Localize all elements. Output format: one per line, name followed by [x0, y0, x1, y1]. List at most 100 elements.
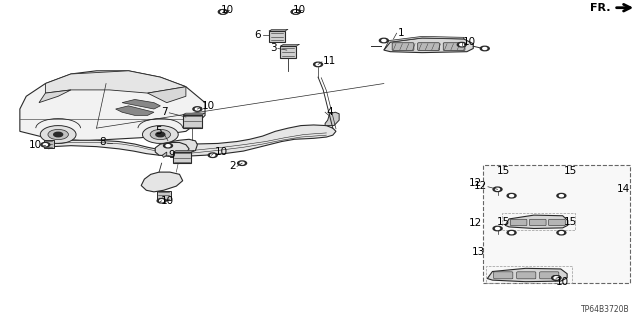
Text: 12: 12: [474, 181, 487, 191]
Text: 6: 6: [255, 30, 261, 40]
Text: 11: 11: [323, 56, 336, 66]
Circle shape: [557, 230, 566, 235]
FancyBboxPatch shape: [529, 219, 546, 226]
Text: 15: 15: [497, 217, 510, 227]
Polygon shape: [163, 152, 167, 157]
FancyBboxPatch shape: [269, 31, 285, 42]
Text: 7: 7: [161, 107, 168, 117]
Polygon shape: [170, 139, 197, 153]
Circle shape: [507, 230, 516, 235]
FancyBboxPatch shape: [44, 140, 54, 148]
Text: 12: 12: [469, 218, 482, 228]
FancyBboxPatch shape: [548, 219, 565, 226]
Polygon shape: [49, 140, 179, 156]
Text: 10: 10: [215, 147, 228, 157]
Polygon shape: [325, 112, 339, 125]
Circle shape: [150, 129, 171, 140]
Circle shape: [291, 10, 300, 14]
Text: 3: 3: [270, 44, 276, 53]
FancyBboxPatch shape: [540, 272, 559, 279]
Text: FR.: FR.: [590, 3, 611, 13]
FancyBboxPatch shape: [392, 43, 414, 50]
Text: 15: 15: [497, 166, 510, 176]
Circle shape: [240, 162, 244, 164]
Circle shape: [380, 38, 388, 43]
Polygon shape: [487, 268, 567, 282]
Bar: [486, 266, 572, 283]
Circle shape: [221, 11, 225, 13]
Polygon shape: [156, 142, 189, 156]
Text: 15: 15: [564, 217, 577, 227]
Text: 10: 10: [556, 277, 570, 287]
Circle shape: [554, 277, 558, 279]
Circle shape: [291, 10, 300, 14]
Text: 10: 10: [293, 4, 307, 15]
Circle shape: [157, 198, 166, 203]
Bar: [502, 212, 575, 230]
Circle shape: [495, 188, 500, 190]
Text: 9: 9: [169, 150, 175, 160]
Circle shape: [218, 10, 227, 14]
Polygon shape: [116, 106, 154, 116]
Circle shape: [559, 195, 563, 197]
Circle shape: [483, 47, 487, 50]
Polygon shape: [148, 87, 186, 103]
Text: 12: 12: [469, 178, 482, 188]
Polygon shape: [20, 71, 205, 141]
Polygon shape: [45, 71, 186, 93]
Circle shape: [237, 161, 246, 165]
FancyBboxPatch shape: [182, 115, 202, 128]
Circle shape: [48, 129, 68, 140]
Text: TP64B3720B: TP64B3720B: [581, 305, 630, 314]
Circle shape: [218, 10, 227, 14]
Bar: [483, 165, 630, 283]
Polygon shape: [384, 36, 464, 50]
Polygon shape: [173, 150, 194, 152]
Text: 1: 1: [398, 28, 404, 37]
Circle shape: [164, 143, 173, 148]
Circle shape: [41, 142, 50, 147]
Circle shape: [495, 228, 500, 229]
Text: 10: 10: [221, 4, 234, 15]
Circle shape: [552, 276, 561, 280]
Circle shape: [458, 43, 467, 47]
Text: 15: 15: [564, 166, 577, 176]
Circle shape: [493, 226, 502, 231]
Circle shape: [40, 125, 76, 143]
FancyBboxPatch shape: [516, 272, 536, 279]
Circle shape: [156, 132, 165, 137]
Circle shape: [316, 63, 320, 65]
Text: 10: 10: [202, 101, 215, 111]
Polygon shape: [39, 90, 71, 103]
Polygon shape: [280, 44, 300, 46]
Polygon shape: [122, 100, 161, 109]
Polygon shape: [505, 215, 568, 228]
Circle shape: [552, 276, 561, 280]
Circle shape: [54, 132, 63, 137]
Polygon shape: [141, 172, 182, 192]
Text: 8: 8: [99, 138, 106, 148]
Polygon shape: [269, 29, 288, 31]
Circle shape: [507, 194, 516, 198]
Polygon shape: [164, 125, 336, 156]
Text: 13: 13: [472, 247, 484, 257]
Circle shape: [221, 11, 225, 13]
Circle shape: [44, 144, 47, 146]
Circle shape: [382, 39, 386, 42]
Circle shape: [143, 125, 178, 143]
Circle shape: [208, 153, 217, 157]
Text: 10: 10: [463, 37, 476, 47]
Circle shape: [557, 194, 566, 198]
Circle shape: [193, 107, 202, 111]
Text: 10: 10: [29, 140, 42, 150]
Circle shape: [460, 44, 464, 46]
Polygon shape: [182, 113, 205, 115]
Circle shape: [294, 11, 298, 13]
Circle shape: [211, 154, 215, 156]
Circle shape: [314, 62, 323, 67]
Text: 2: 2: [229, 161, 236, 172]
Circle shape: [294, 11, 298, 13]
FancyBboxPatch shape: [418, 43, 440, 50]
FancyBboxPatch shape: [173, 152, 191, 163]
FancyBboxPatch shape: [280, 46, 296, 58]
